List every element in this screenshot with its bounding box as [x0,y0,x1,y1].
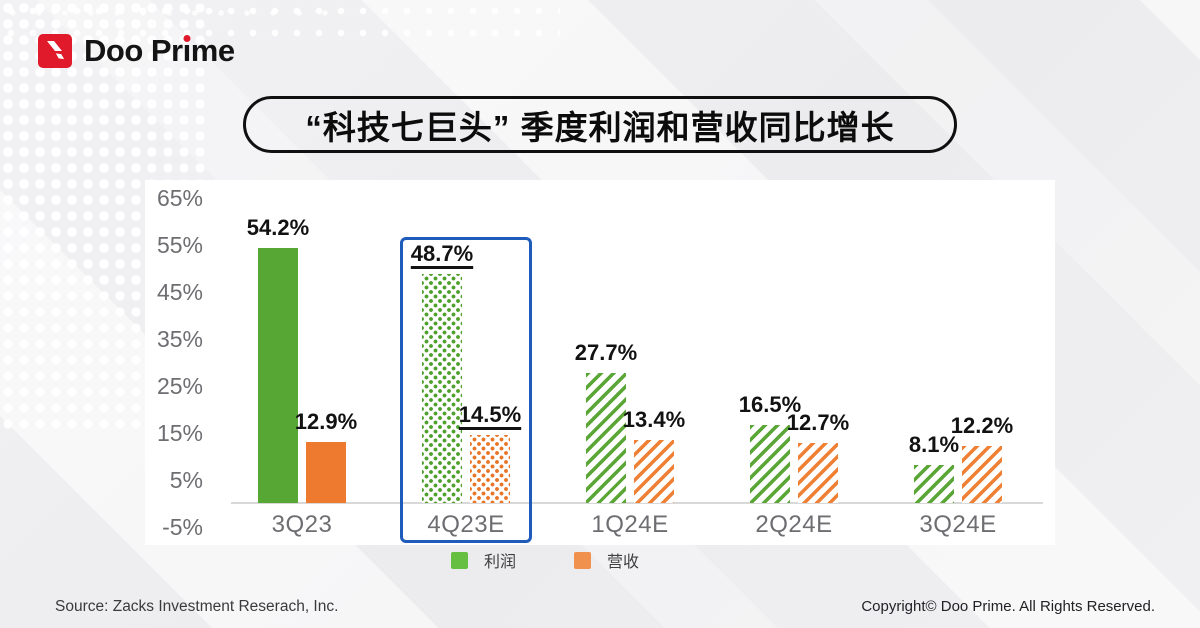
source-note: Source: Zacks Investment Reserach, Inc. [55,598,339,615]
dot-grid-decor-bottom-right [0,0,330,26]
y-axis-tick: 45% [156,278,203,305]
x-axis-label-3Q23: 3Q23 [271,511,333,538]
y-axis-tick: 35% [156,325,203,352]
bar-chart: 65% 55% 45% 35% 25% 15% 5% -5% 54.2% 12.9% 3Q23 48.… [145,180,1055,545]
doo-prime-arrow-icon [38,34,72,68]
bar-利润-4Q23E [422,274,462,503]
bar-营收-3Q23 [306,442,346,503]
bar-value-营收-2Q24E: 12.7% [786,410,850,436]
bar-value-营收-3Q24E: 12.2% [950,412,1014,438]
bar-value-利润-3Q23: 54.2% [246,215,310,241]
bar-value-营收-3Q23: 12.9% [294,409,358,435]
y-axis-tick: 5% [169,466,203,493]
legend-item-营收: 营收 [574,548,639,572]
copyright-note: Copyright© Doo Prime. All Rights Reserve… [861,598,1155,615]
y-axis-tick: 65% [156,184,203,211]
bar-利润-3Q24E [914,464,954,503]
bar-value-营收-1Q24E: 13.4% [622,407,686,433]
legend-swatch-icon [450,551,468,569]
legend-label: 营收 [607,554,640,571]
legend-swatch-icon [574,551,591,569]
chart-legend: 利润 营收 [145,548,1055,572]
bar-营收-2Q24E [798,443,838,503]
highlight-box-4Q23E [400,237,532,543]
y-axis-tick: -5% [162,513,203,540]
bar-value-营收-4Q23E: 14.5% [458,401,522,427]
brand-name: Doo Prıme [84,33,235,68]
x-axis-label-1Q24E: 1Q24E [591,511,669,538]
bar-营收-1Q24E [634,440,674,503]
brand-logo: Doo Prıme [38,34,235,68]
chart-title: “科技七巨头” 季度利润和营收同比增长 [305,108,895,146]
legend-label: 利润 [483,554,516,571]
legend-item-利润: 利润 [450,548,516,572]
y-axis-tick: 15% [156,419,203,446]
y-axis-tick: 25% [156,372,203,399]
bar-利润-3Q23 [258,248,298,503]
y-axis-tick: 55% [156,231,203,258]
brand-i-dot: ı [182,33,192,68]
x-axis-label-3Q24E: 3Q24E [919,511,997,538]
bar-value-利润-1Q24E: 27.7% [574,339,638,365]
bar-value-利润-4Q23E: 48.7% [410,241,474,267]
bar-利润-1Q24E [586,372,626,503]
bar-营收-3Q24E [962,445,1002,503]
x-axis-label-2Q24E: 2Q24E [755,511,833,538]
bar-营收-4Q23E [470,434,510,503]
x-axis-label-4Q23E: 4Q23E [427,511,505,538]
chart-title-box: “科技七巨头” 季度利润和营收同比增长 [243,96,957,153]
